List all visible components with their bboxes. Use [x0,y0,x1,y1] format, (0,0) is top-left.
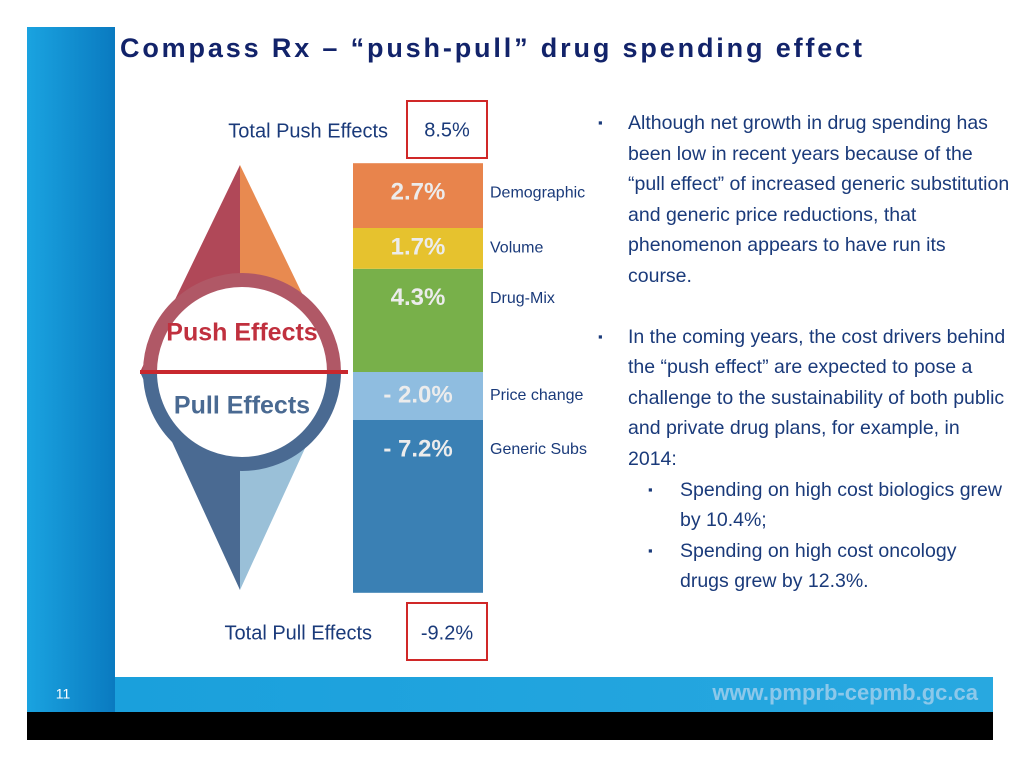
sub-bullet: Spending on high cost biologics grew by … [628,475,1010,536]
bullet: Although net growth in drug spending has… [598,108,1010,292]
bullet: In the coming years, the cost drivers be… [598,322,1010,597]
compass-ring [143,273,341,373]
segment-label: Volume [490,240,543,257]
pull-total-label: Total Pull Effects [225,622,372,644]
value-label: 1.7% [391,234,446,261]
value-label: 4.3% [391,284,446,311]
side-bar [27,27,115,712]
push-total-label: Total Push Effects [228,120,388,142]
segment-label: Demographic [490,184,585,201]
segment-label: Drug-Mix [490,290,555,307]
compass-ring [143,371,341,471]
bar-segment [353,372,483,420]
segment-label: Generic Subs [490,441,587,458]
pull-total: -9.2% [421,622,473,644]
bullet-text: Although net growth in drug spending has… [628,112,1010,287]
website: www.pmprb-cepmb.gc.ca [711,680,978,705]
compass-pull: Pull Effects [174,392,310,420]
segment-label: Price change [490,387,583,404]
total-box [406,602,488,661]
bullets: Although net growth in drug spending has… [598,108,1010,627]
bullet-text: In the coming years, the cost drivers be… [628,325,1006,470]
footer-bar [115,677,993,712]
bar-segment [353,420,483,593]
bar-segment [353,228,483,269]
push-total: 8.5% [424,119,470,141]
value-label: - 7.2% [383,435,452,462]
total-box [406,100,488,159]
value-label: 2.7% [391,179,446,206]
compass-push: Push Effects [166,319,317,347]
bar-segment [353,268,483,372]
page-number: 11 [56,686,71,702]
title: Compass Rx – “push-pull” drug spending e… [120,33,862,63]
bottom-bar [27,712,993,740]
sub-bullet: Spending on high cost oncology drugs gre… [628,536,1010,597]
bar-segment [353,163,483,228]
value-label: - 2.0% [383,381,452,408]
